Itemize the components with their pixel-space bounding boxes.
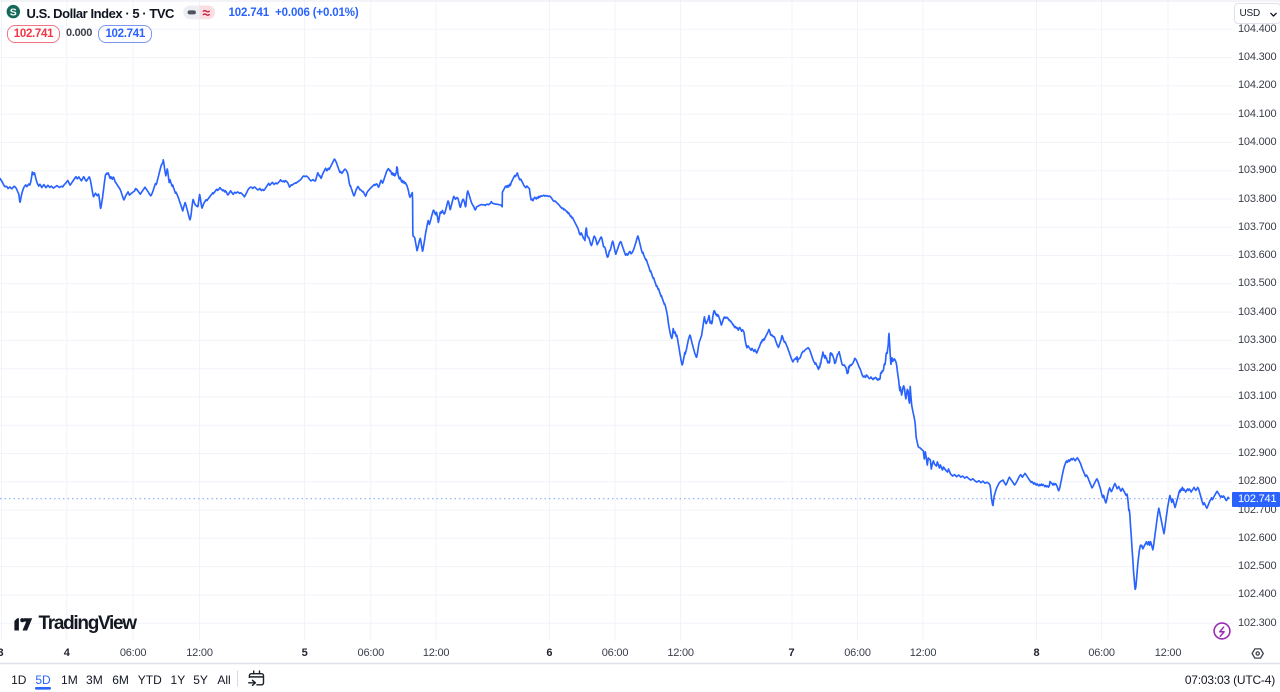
svg-text:S: S: [10, 6, 17, 18]
